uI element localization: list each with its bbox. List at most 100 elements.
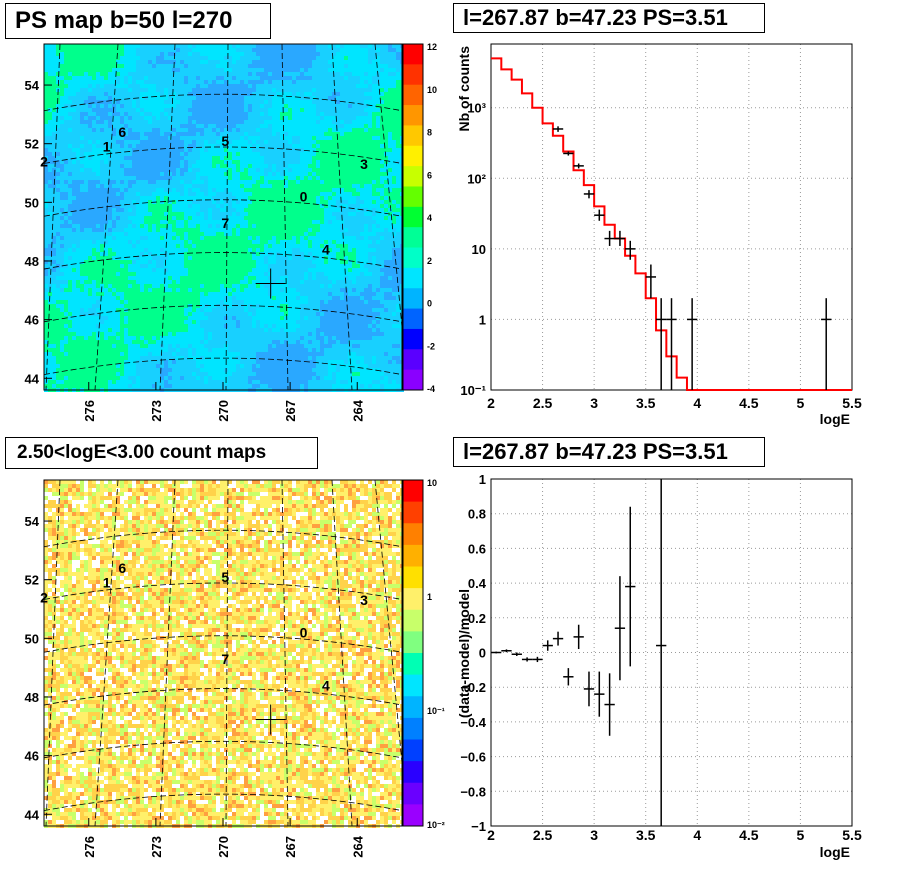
source-label-7: 7 (221, 215, 229, 231)
spectrum-title: l=267.87 b=47.23 PS=3.51 (453, 3, 765, 33)
source-label-0: 0 (300, 188, 308, 204)
ps-map-ytick-label: 54 (25, 78, 40, 93)
spectrum-ytick-label: 10² (467, 171, 486, 186)
residual-xtick-label: 2 (487, 827, 495, 843)
count-map-palette-band (403, 653, 423, 676)
residual-xlabel: logE (820, 844, 850, 860)
ps-map-ytick-label: 46 (25, 313, 39, 328)
count-map-palette-tick: 10⁻² (427, 820, 445, 830)
ps-map-grid-lat (43, 93, 403, 112)
ps-map-xtick-label: 264 (350, 399, 365, 421)
count-map-palette-tick: 10⁻¹ (427, 706, 445, 716)
source-label-5: 5 (221, 569, 229, 585)
source-label-0: 0 (300, 624, 308, 640)
count-map-grid-lat (43, 582, 403, 600)
count-map-xtick-label: 270 (216, 836, 231, 858)
count-map-grid-lat (43, 635, 403, 653)
ps-map-palette-band (403, 328, 423, 350)
ps-map-palette-tick: 10 (427, 85, 437, 95)
count-map-grid (43, 479, 409, 827)
count-map-palette-frame (402, 479, 424, 827)
residual-xtick-label: 5 (797, 827, 805, 843)
source-label-7: 7 (221, 651, 229, 667)
count-map-palette-band (403, 739, 423, 762)
count-map-ytick-label: 54 (25, 514, 40, 529)
ps-map-palette-tick: 6 (427, 170, 432, 180)
residual-ytick-label: 0.2 (468, 611, 486, 626)
ps-map-grid-lon (281, 43, 289, 391)
spectrum-group: 2 2.5 3 3.5 4 4.5 5 5.5 10⁻¹ 1 10 10² 10³ logE Nb of c… (456, 43, 862, 427)
residual-ytick-label: 0.6 (468, 541, 486, 556)
source-label-1: 1 (103, 139, 111, 155)
count-map-palette-band (403, 523, 423, 546)
ps-map-palette-tick: 8 (427, 128, 432, 138)
count-map-xtick-label: 267 (283, 836, 298, 858)
count-map-palette-band (403, 804, 423, 827)
spectrum-model-line (491, 57, 852, 391)
ps-map-grid-lon (159, 43, 176, 391)
residual-ytick-label: −0.8 (460, 784, 486, 799)
residual-xtick-label: 3 (590, 827, 598, 843)
ps-map-grid-lat (43, 357, 403, 376)
count-map-xtick-label: 264 (350, 835, 365, 857)
ps-map-palette-tick: 4 (427, 213, 432, 223)
ps-map-xtick-label: 276 (82, 400, 97, 422)
residual-ytick-label: 0.8 (468, 507, 486, 522)
spectrum-xtick-label: 5.5 (842, 395, 862, 411)
source-label-5: 5 (221, 133, 229, 149)
count-map-xtick-label: 276 (82, 836, 97, 858)
spectrum-xtick-label: 2 (487, 395, 495, 411)
residual-ytick-label: −0.6 (460, 750, 486, 765)
count-map-xtick-label: 273 (149, 836, 164, 858)
ps-map-palette-band (403, 64, 423, 86)
residual-xtick-label: 3.5 (636, 827, 656, 843)
ps-map-grid-lat (43, 199, 403, 217)
residual-title: l=267.87 b=47.23 PS=3.51 (453, 437, 765, 467)
source-label-3: 3 (360, 156, 368, 172)
ps-map-palette-tick: -4 (427, 384, 435, 394)
count-map-palette-band (403, 480, 423, 503)
count-map-ytick-label: 44 (25, 807, 40, 822)
residual-ytick-label: −0.4 (460, 715, 486, 730)
count-map-ytick-label: 50 (25, 631, 39, 646)
spectrum-xtick-label: 3 (590, 395, 598, 411)
residual-ylabel: (data-model)/model (456, 589, 472, 718)
spectrum-xtick-label: 4 (693, 395, 701, 411)
count-map-ytick-label: 52 (25, 573, 39, 588)
count-map-ytick-label: 48 (25, 690, 39, 705)
ps-map-xtick-label: 273 (149, 400, 164, 422)
count-map-grid-lon (331, 479, 353, 827)
count-map-palette-band (403, 566, 423, 589)
count-map-palette-band (403, 717, 423, 740)
residual-xtick-label: 4.5 (739, 827, 759, 843)
ps-map-grid-lon (225, 43, 229, 391)
residual-ytick-label: −1 (471, 819, 486, 834)
count-map-palette-band (403, 782, 423, 805)
residual-ytick-label: 0.4 (468, 576, 487, 591)
residual-grid (490, 478, 853, 827)
ps-map-title: PS map b=50 l=270 (5, 3, 271, 39)
count-map-ytick-label: 46 (25, 749, 39, 764)
ps-map-palette-tick: 2 (427, 256, 432, 266)
ps-map-palette-band (403, 227, 423, 249)
spectrum-xlabel: logE (820, 411, 850, 427)
count-map-grid-lat (43, 688, 403, 706)
residual-xtick-label: 2.5 (533, 827, 553, 843)
ps-map-palette-band (403, 206, 423, 228)
ps-map-palette-frame (402, 43, 424, 391)
spectrum-ytick-label: 10³ (467, 101, 486, 116)
spectrum-xtick-label: 2.5 (533, 395, 553, 411)
spectrum-xtick-label: 4.5 (739, 395, 759, 411)
count-map-palette-tick: 1 (427, 592, 432, 602)
ps-map-ytick-label: 48 (25, 254, 39, 269)
count-map-palette-band (403, 631, 423, 654)
source-label-4: 4 (322, 241, 330, 257)
source-label-6: 6 (118, 560, 126, 576)
ps-map-palette-band (403, 145, 423, 167)
ps-map-grid-lat (43, 304, 403, 323)
source-label-1: 1 (103, 575, 111, 591)
count-map-grid-lon (94, 479, 119, 827)
ps-map-palette-band (403, 267, 423, 289)
